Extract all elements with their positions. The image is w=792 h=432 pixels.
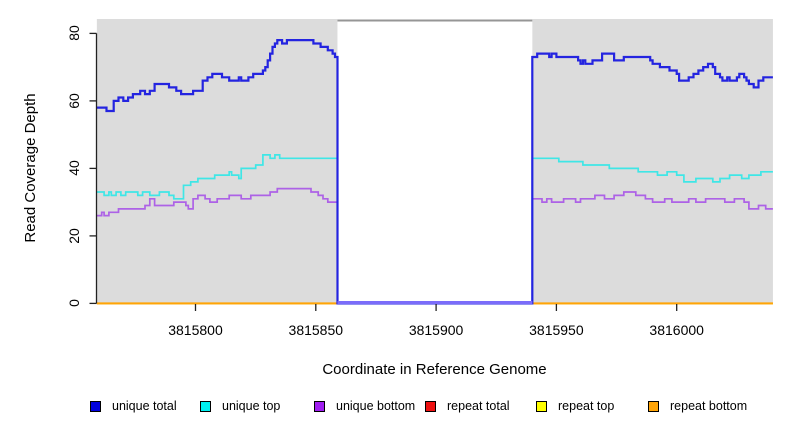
legend-item-unique-top: unique top xyxy=(200,399,280,414)
series-line-unique-top xyxy=(96,154,773,305)
legend-swatch-icon xyxy=(90,401,101,412)
legend-label: repeat top xyxy=(558,399,615,413)
y-tick-label: 40 xyxy=(66,160,82,177)
x-tick-label: 3815900 xyxy=(408,322,464,338)
x-tick-label: 3815800 xyxy=(168,322,223,338)
legend-label: unique bottom xyxy=(336,399,416,413)
legend-swatch-icon xyxy=(314,401,325,412)
legend-swatch-icon xyxy=(536,401,547,412)
x-tick-label: 3815850 xyxy=(288,322,344,338)
legend-label: unique total xyxy=(112,399,177,413)
legend-swatch-icon xyxy=(425,401,436,412)
x-tick-label: 3816000 xyxy=(649,322,704,338)
y-tick-label: 0 xyxy=(66,299,82,308)
x-axis-title: Coordinate in Reference Genome xyxy=(322,361,547,378)
legend-swatch-icon xyxy=(200,401,211,412)
legend-item-repeat-bottom: repeat bottom xyxy=(648,399,747,414)
y-tick-label: 60 xyxy=(66,93,82,109)
legend-item-repeat-total: repeat total xyxy=(425,399,510,414)
legend-item-repeat-top: repeat top xyxy=(536,399,614,414)
legend-label: repeat total xyxy=(447,399,510,413)
legend-swatch-icon xyxy=(648,401,659,412)
y-tick-label: 20 xyxy=(66,228,82,244)
legend-label: unique top xyxy=(222,399,281,413)
legend-item-unique-total: unique total xyxy=(90,399,177,414)
y-tick-label: 80 xyxy=(66,25,82,42)
legend-item-unique-bottom: unique bottom xyxy=(314,399,415,414)
x-tick-label: 3815950 xyxy=(529,322,584,338)
coverage-region-left xyxy=(96,19,338,304)
y-axis-title: Read Coverage Depth xyxy=(22,93,39,243)
legend-label: repeat bottom xyxy=(670,399,748,413)
